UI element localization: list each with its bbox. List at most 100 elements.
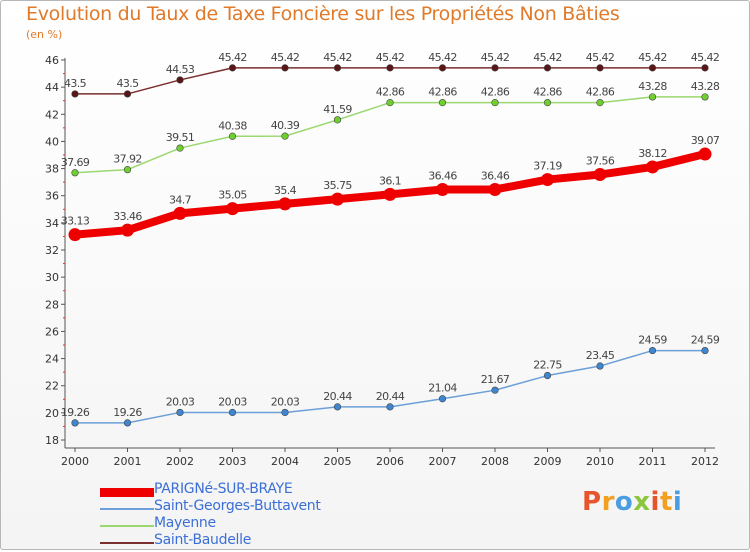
y-tick-label: 42 [45, 108, 59, 121]
data-label: 20.03 [166, 395, 195, 408]
data-point [176, 144, 184, 152]
data-point [593, 168, 607, 182]
data-point [331, 192, 344, 206]
x-tick-label: 2011 [639, 455, 667, 468]
legend-swatch [100, 542, 154, 544]
logo-letter: t [659, 487, 673, 517]
data-label: 37.56 [586, 155, 615, 168]
data-point [596, 64, 604, 72]
data-label: 20.44 [376, 390, 405, 403]
y-tick-label: 38 [45, 163, 59, 176]
y-tick-label: 44 [45, 81, 59, 94]
x-tick-label: 2005 [324, 455, 352, 468]
data-label: 45.42 [428, 51, 457, 64]
x-tick-label: 2003 [219, 455, 247, 468]
y-tick-label: 46 [45, 54, 59, 67]
y-tick-label: 28 [45, 298, 59, 311]
legend-swatch [100, 487, 154, 497]
data-label: 45.42 [323, 51, 352, 64]
data-label: 45.42 [691, 51, 720, 64]
data-label: 43.28 [691, 80, 720, 93]
data-label: 42.86 [533, 86, 562, 99]
data-label: 39.07 [691, 134, 720, 147]
data-point [648, 346, 657, 355]
data-label: 45.42 [271, 51, 300, 64]
data-point [491, 64, 499, 72]
data-label: 42.86 [481, 86, 510, 99]
data-point [123, 90, 132, 98]
data-label: 41.59 [323, 103, 352, 116]
data-point [281, 408, 289, 417]
x-tick-label: 2007 [429, 455, 457, 468]
data-point [701, 346, 709, 355]
data-point [226, 202, 239, 216]
data-label: 19.26 [61, 406, 90, 419]
data-point [386, 64, 394, 72]
data-label: 43.5 [64, 77, 87, 90]
legend-swatch [100, 508, 154, 510]
data-label: 35.4 [274, 184, 297, 197]
data-label: 39.51 [166, 131, 195, 144]
data-point [71, 419, 79, 427]
data-point [648, 93, 657, 101]
data-label: 40.38 [218, 119, 247, 132]
x-tick-label: 2000 [61, 455, 89, 468]
x-tick-label: 2001 [114, 455, 142, 468]
data-point [541, 173, 554, 187]
chart-unit-label: (en %) [26, 28, 63, 41]
data-point [71, 169, 79, 177]
data-label: 36.46 [428, 169, 457, 182]
data-point [333, 64, 342, 72]
data-point [648, 64, 657, 72]
x-tick-label: 2012 [691, 455, 719, 468]
data-point [228, 408, 237, 417]
x-tick-label: 2004 [271, 455, 299, 468]
y-tick-label: 32 [45, 244, 59, 257]
data-label: 43.28 [638, 80, 667, 93]
data-point [383, 187, 397, 201]
data-point [386, 99, 394, 107]
data-point [491, 99, 499, 107]
y-tick-label: 30 [45, 271, 59, 284]
data-label: 43.5 [116, 77, 139, 90]
data-point [176, 76, 184, 84]
data-point [543, 99, 552, 107]
y-tick-label: 24 [45, 353, 59, 366]
data-label: 45.42 [533, 51, 562, 64]
data-point [71, 90, 79, 98]
data-label: 45.42 [481, 51, 510, 64]
data-label: 24.59 [691, 334, 720, 347]
y-tick-label: 34 [45, 217, 59, 230]
data-label: 45.42 [218, 51, 247, 64]
x-tick-label: 2006 [376, 455, 404, 468]
data-point [491, 386, 499, 394]
data-point [701, 93, 709, 101]
x-tick-label: 2008 [481, 455, 509, 468]
x-tick-label: 2002 [166, 455, 194, 468]
data-point [228, 64, 237, 72]
data-label: 45.42 [586, 51, 615, 64]
data-label: 21.04 [428, 382, 457, 395]
data-point [596, 362, 604, 370]
data-point [333, 403, 342, 411]
data-label: 33.46 [113, 210, 142, 223]
data-point [123, 419, 132, 427]
logo-letter: r [601, 487, 615, 517]
data-label: 33.13 [61, 215, 90, 228]
y-tick-label: 26 [45, 325, 59, 338]
data-label: 42.86 [376, 86, 405, 99]
data-point [701, 64, 709, 72]
data-point [436, 182, 449, 196]
data-label: 21.67 [481, 373, 510, 386]
logo-letter: i [650, 487, 660, 517]
logo-letter: x [633, 487, 651, 517]
y-tick-label: 20 [45, 407, 59, 420]
data-label: 36.1 [379, 174, 401, 187]
y-tick-label: 22 [45, 380, 59, 393]
data-label: 37.92 [113, 153, 142, 166]
data-label: 37.69 [61, 156, 90, 169]
data-point [596, 99, 604, 107]
data-point [386, 403, 394, 411]
chart-title: Evolution du Taux de Taxe Foncière sur l… [26, 3, 620, 25]
